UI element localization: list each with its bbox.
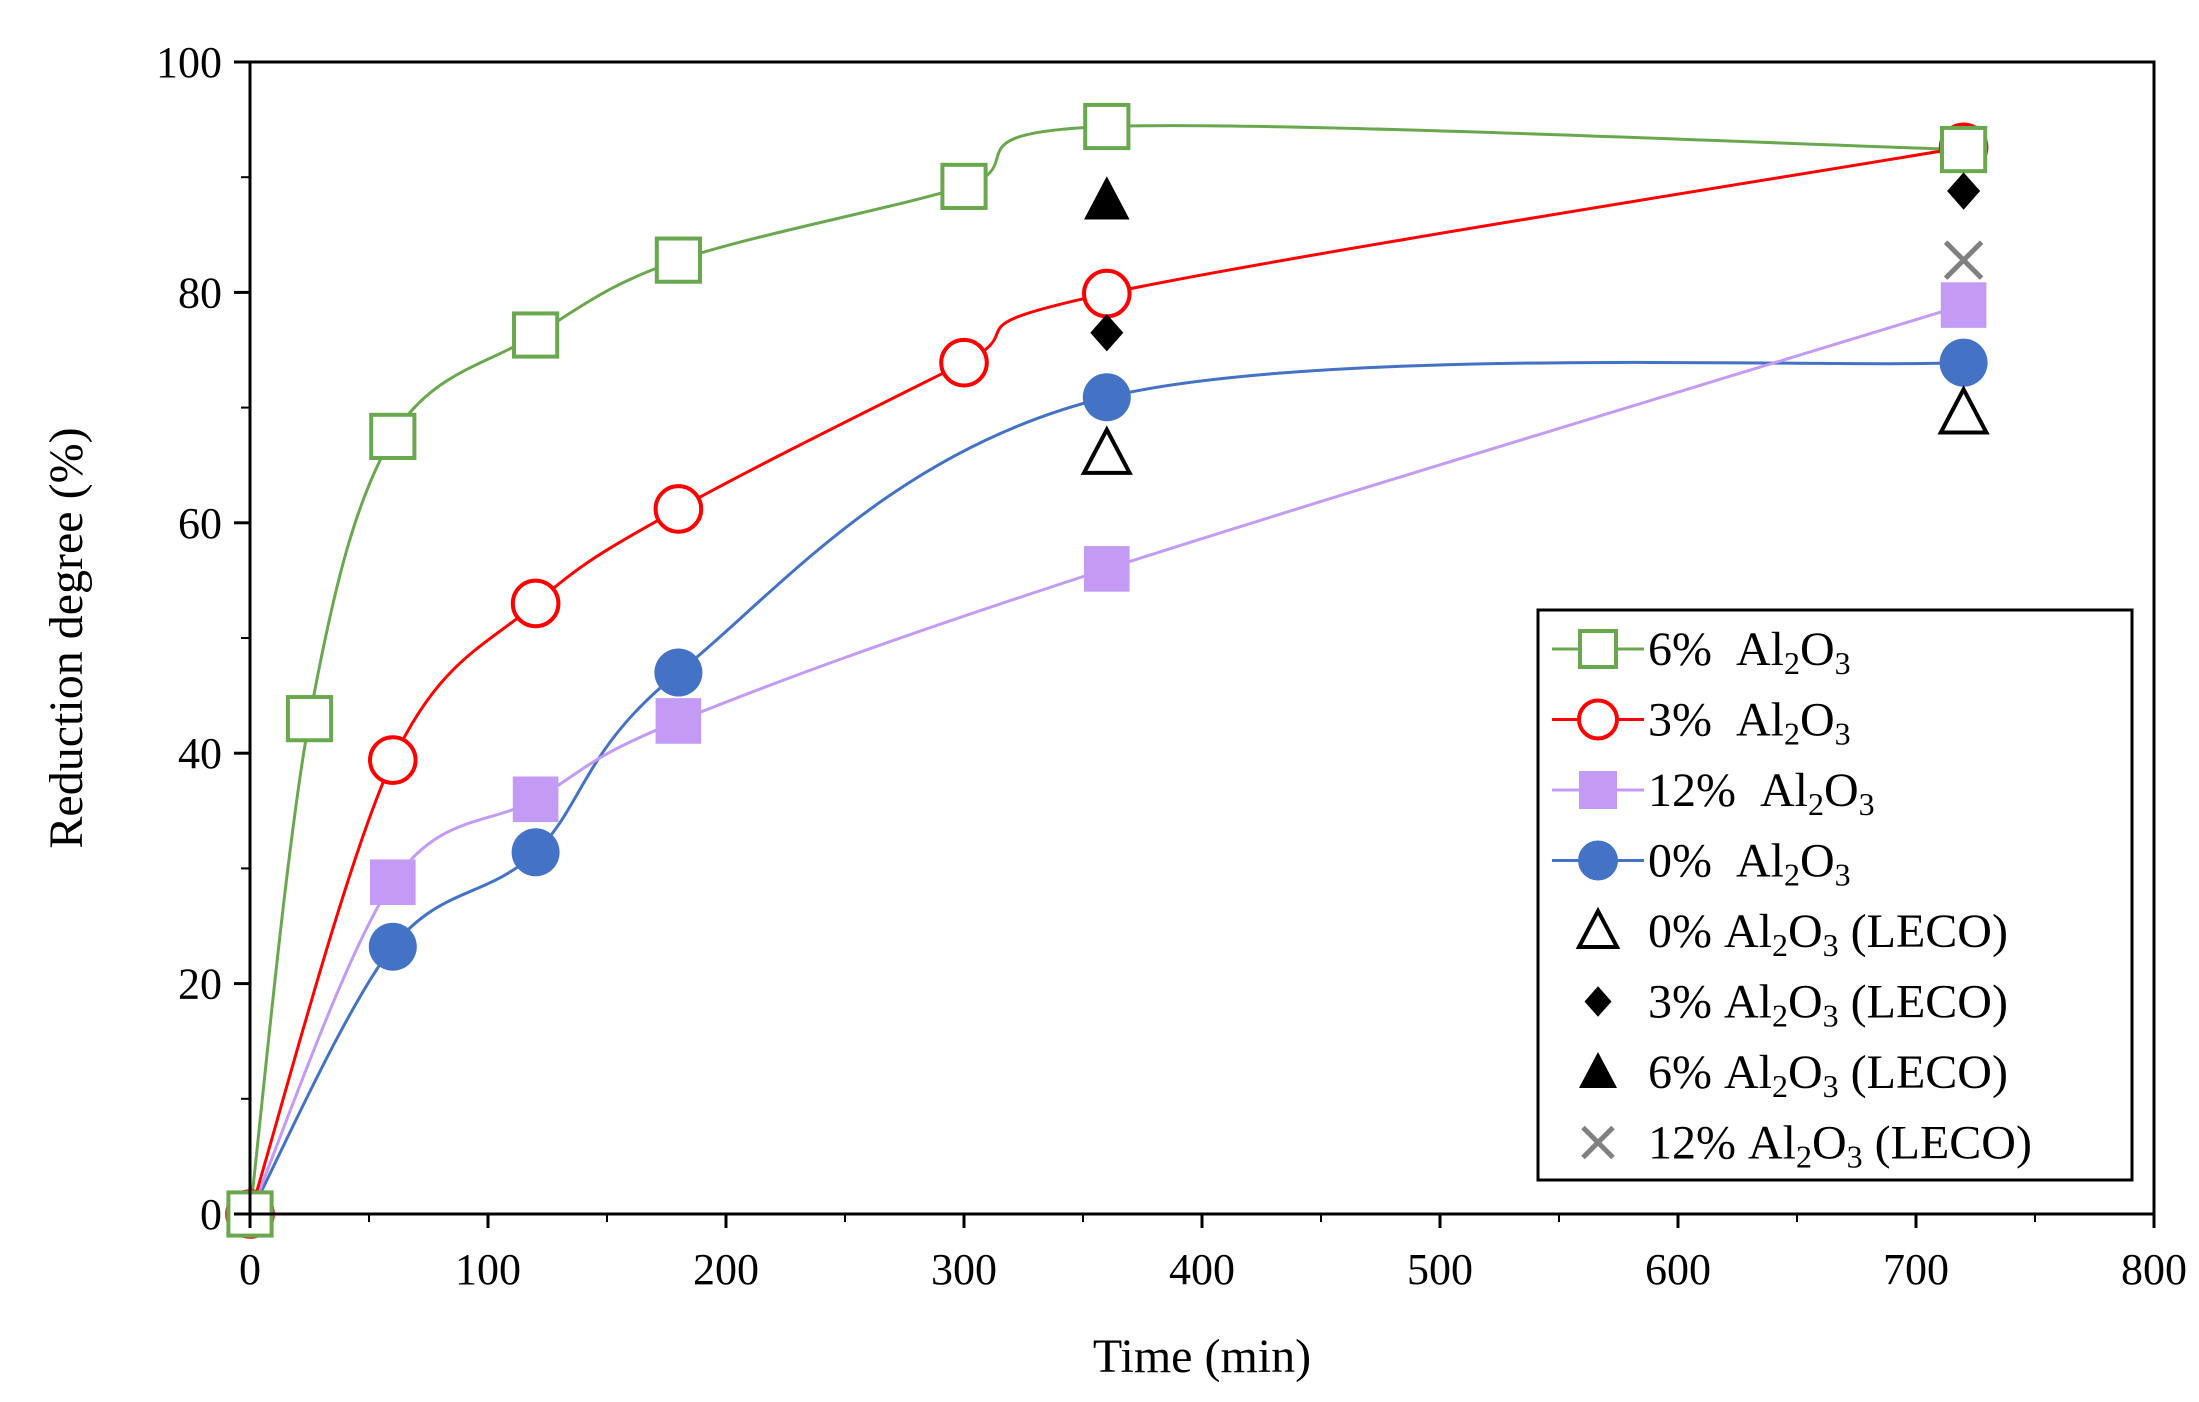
legend-marker <box>1578 840 1618 881</box>
x-tick-label: 500 <box>1407 1245 1473 1294</box>
data-point-0-al2o3 <box>1082 373 1131 422</box>
data-point-6-al2o3 <box>1083 102 1131 151</box>
data-point-0-al2o3 <box>511 828 560 877</box>
legend-item-12-al2o3: 12% Al2O3 <box>1552 764 1875 822</box>
data-point-0-al2o3-leco <box>1937 385 1990 435</box>
legend-marker <box>1575 906 1621 949</box>
y-tick-label: 60 <box>178 499 222 548</box>
legend-item-0-al2o3: 0% Al2O3 <box>1552 835 1851 893</box>
data-point-3-al2o3 <box>653 484 704 534</box>
legend-item-6-al2o3-leco: 6% Al2O3 (LECO) <box>1579 1046 2008 1104</box>
data-point-6-al2o3 <box>940 162 988 211</box>
data-point-3-al2o3 <box>368 735 418 785</box>
axes-layer: 0 100 200 300 400 500 600 700 800 0 20 40 60 80 100 <box>156 38 2187 1294</box>
data-point-12-al2o3-leco <box>1943 240 1984 280</box>
y-tick-label: 40 <box>178 729 222 778</box>
data-point-12-al2o3 <box>655 698 702 744</box>
x-tick-label: 700 <box>1883 1245 1949 1294</box>
legend-label: 6% Al2O3 (LECO) <box>1648 1046 2008 1104</box>
x-tick-label: 100 <box>455 1245 521 1294</box>
legend-label: 12% Al2O3 (LECO) <box>1648 1117 2032 1175</box>
y-tick-label: 0 <box>200 1190 222 1239</box>
legend-label: 0% Al2O3 (LECO) <box>1648 905 2008 963</box>
data-point-6-al2o3 <box>369 412 417 460</box>
data-point-0-al2o3-leco <box>1080 425 1133 475</box>
data-point-6-al2o3 <box>512 311 560 359</box>
data-point-3-al2o3 <box>1082 268 1132 319</box>
data-point-0-al2o3 <box>1939 338 1988 387</box>
legend-item-12-al2o3-leco: 12% Al2O3 (LECO) <box>1581 1117 2032 1175</box>
y-tick-label: 80 <box>178 268 222 317</box>
y-axis-title: Reduction degree (%) <box>40 427 93 848</box>
x-tick-label: 400 <box>1169 1245 1235 1294</box>
x-tick-label: 800 <box>2121 1245 2187 1294</box>
legend-marker <box>1577 698 1619 741</box>
x-tick-label: 300 <box>931 1245 997 1294</box>
series-layer <box>225 102 1990 1239</box>
x-axis-title: Time (min) <box>1093 1330 1311 1383</box>
legend-item-6-al2o3: 6% Al2O3 <box>1552 623 1851 681</box>
x-tick-label: 600 <box>1645 1245 1711 1294</box>
legend-label: 3% Al2O3 (LECO) <box>1648 976 2008 1034</box>
legend: 6% Al2O3 3% Al2O3 12% Al2O3 0% Al2O3 0% Al2O… <box>1536 608 2134 1182</box>
legend-item-0-al2o3-leco: 0% Al2O3 (LECO) <box>1575 905 2008 963</box>
legend-marker <box>1579 1052 1617 1088</box>
data-point-6-al2o3 <box>1940 125 1988 174</box>
x-tick-label: 0 <box>239 1245 261 1294</box>
legend-item-3-al2o3-leco: 3% Al2O3 (LECO) <box>1584 976 2008 1034</box>
data-point-3-al2o3 <box>939 337 989 388</box>
data-point-6-al2o3 <box>654 236 702 284</box>
legend-item-3-al2o3: 3% Al2O3 <box>1552 694 1851 752</box>
data-point-6-al2o3 <box>285 695 334 743</box>
legend-marker <box>1581 1125 1615 1160</box>
legend-marker <box>1578 629 1618 669</box>
legend-label: 3% Al2O3 <box>1648 694 1851 752</box>
legend-label: 6% Al2O3 <box>1648 623 1851 681</box>
data-point-12-al2o3 <box>370 859 416 906</box>
legend-marker <box>1579 771 1617 809</box>
legend-marker <box>1584 986 1612 1017</box>
legend-box <box>1536 608 2134 1182</box>
data-point-0-al2o3 <box>654 648 703 697</box>
data-point-3-al2o3-leco <box>1947 172 1981 210</box>
legend-label: 0% Al2O3 <box>1648 835 1851 893</box>
data-point-12-al2o3 <box>512 776 559 823</box>
data-point-0-al2o3 <box>368 922 417 971</box>
data-point-3-al2o3-leco <box>1090 314 1124 352</box>
data-point-12-al2o3 <box>1940 282 1987 328</box>
y-tick-label: 100 <box>156 38 222 87</box>
y-tick-label: 20 <box>178 960 222 1009</box>
legend-label: 12% Al2O3 <box>1648 764 1875 822</box>
data-point-12-al2o3 <box>1084 546 1130 592</box>
x-tick-label: 200 <box>693 1245 759 1294</box>
data-point-3-al2o3 <box>510 578 561 629</box>
data-point-6-al2o3-leco <box>1084 176 1130 220</box>
